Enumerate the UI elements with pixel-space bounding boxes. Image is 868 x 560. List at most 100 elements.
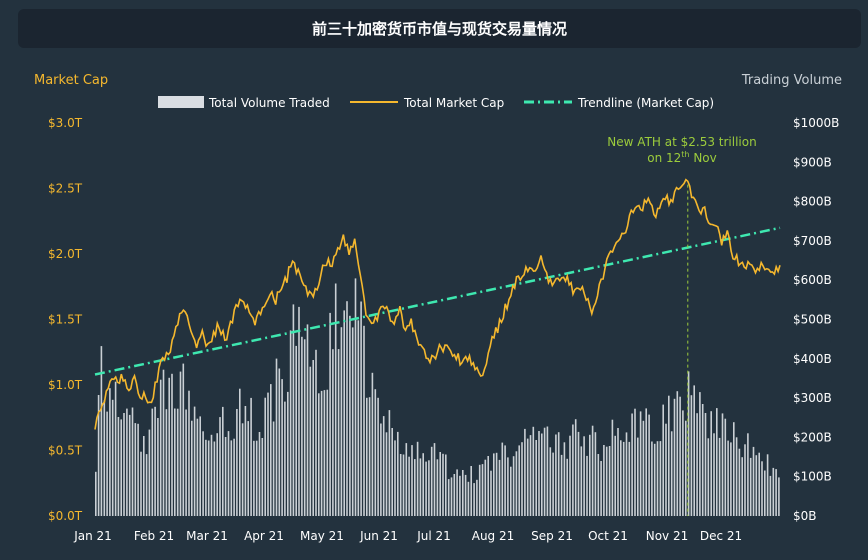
volume-bar bbox=[219, 417, 221, 516]
right-tick-label: $0B bbox=[793, 509, 817, 523]
volume-bar bbox=[637, 437, 639, 516]
volume-bar bbox=[264, 397, 266, 516]
volume-bar bbox=[165, 409, 168, 516]
x-tick-label: May 21 bbox=[300, 529, 344, 543]
volume-bar bbox=[205, 439, 207, 516]
volume-bar bbox=[278, 368, 281, 516]
volume-bar bbox=[207, 440, 210, 516]
right-tick-label: $900B bbox=[793, 155, 832, 169]
volume-bar bbox=[608, 446, 611, 516]
x-tick-label: Oct 21 bbox=[588, 529, 628, 543]
volume-bar bbox=[459, 475, 461, 516]
axes-layer: $0.0T $0.5T $1.0T $1.5T $2.0T $2.5T $3.0T $0B $1… bbox=[48, 116, 839, 543]
volume-bar bbox=[473, 483, 475, 516]
volume-bar bbox=[532, 426, 535, 516]
volume-bar bbox=[315, 349, 317, 516]
volume-bar bbox=[704, 413, 707, 516]
volume-bar bbox=[185, 409, 187, 516]
right-tick-label: $700B bbox=[793, 234, 832, 248]
volume-bar bbox=[244, 406, 247, 516]
volume-bar bbox=[538, 431, 540, 516]
volume-bar bbox=[332, 349, 334, 516]
volume-bar bbox=[642, 420, 645, 516]
volume-bar bbox=[343, 310, 345, 516]
volume-bar bbox=[281, 379, 283, 516]
volume-bar bbox=[134, 423, 137, 516]
volume-bar bbox=[253, 440, 255, 516]
volume-bar bbox=[462, 470, 464, 516]
volume-bar bbox=[306, 324, 309, 516]
volume-bar bbox=[193, 406, 196, 516]
ath-annotation-line1: New ATH at $2.53 trillion bbox=[607, 135, 756, 149]
volume-bar bbox=[735, 437, 738, 516]
volume-bar bbox=[515, 451, 518, 516]
volume-bar bbox=[478, 464, 481, 516]
volume-bar bbox=[233, 438, 235, 516]
volume-bar bbox=[628, 441, 631, 516]
volume-bar bbox=[453, 474, 456, 516]
volume-bar bbox=[758, 452, 760, 516]
volume-bar bbox=[230, 440, 233, 516]
legend-volume-label: Total Volume Traded bbox=[208, 96, 330, 110]
volume-bar bbox=[145, 454, 148, 516]
volume-bar bbox=[662, 404, 664, 516]
volume-bar bbox=[620, 440, 622, 516]
volume-bar bbox=[191, 420, 193, 516]
left-tick-label: $2.5T bbox=[48, 182, 83, 196]
volume-bar bbox=[552, 452, 554, 516]
volume-bar bbox=[518, 445, 520, 516]
volume-bar bbox=[665, 423, 667, 516]
volume-bar bbox=[430, 446, 433, 516]
volume-bar bbox=[210, 434, 213, 516]
volume-bar bbox=[580, 446, 583, 516]
x-tick-label: Aug 21 bbox=[472, 529, 515, 543]
volume-bar bbox=[140, 451, 142, 516]
volume-bar bbox=[594, 432, 597, 516]
x-tick-label: Nov 21 bbox=[646, 529, 689, 543]
volume-bar bbox=[411, 445, 413, 516]
volume-bar bbox=[143, 436, 145, 516]
volume-bar bbox=[162, 369, 165, 516]
volume-bar bbox=[470, 466, 472, 516]
volume-bar bbox=[106, 411, 108, 516]
volume-bar bbox=[586, 455, 588, 516]
volume-bar bbox=[216, 433, 218, 516]
volume-bar bbox=[577, 431, 580, 516]
volume-bar bbox=[236, 409, 238, 516]
volume-bar bbox=[625, 432, 628, 516]
volume-bar bbox=[351, 327, 354, 516]
volume-bar bbox=[622, 441, 625, 516]
volume-bar bbox=[634, 408, 636, 516]
volume-bar bbox=[744, 444, 746, 516]
volume-bar bbox=[354, 278, 357, 516]
volume-bar bbox=[730, 442, 732, 516]
volume-bar bbox=[761, 461, 763, 516]
volume-bar bbox=[549, 447, 552, 516]
volume-bar bbox=[752, 446, 755, 516]
left-tick-label: $3.0T bbox=[48, 116, 83, 130]
volume-bar bbox=[510, 466, 512, 516]
volume-bar bbox=[182, 363, 185, 516]
volume-bar bbox=[320, 390, 323, 516]
x-tick-label: Sep 21 bbox=[531, 529, 573, 543]
volume-bar bbox=[766, 454, 769, 516]
volume-bar bbox=[467, 481, 470, 516]
volume-bar bbox=[267, 392, 269, 516]
volume-bar bbox=[295, 345, 297, 516]
volume-bar bbox=[425, 461, 427, 516]
volume-bar bbox=[261, 438, 264, 516]
volume-bar bbox=[464, 474, 467, 516]
right-tick-label: $300B bbox=[793, 391, 832, 405]
volume-bar bbox=[526, 438, 529, 516]
volume-bar bbox=[487, 456, 489, 516]
volume-bar bbox=[555, 434, 557, 516]
left-tick-label: $0.5T bbox=[48, 444, 83, 458]
volume-bar bbox=[769, 475, 772, 516]
volume-bar bbox=[340, 327, 343, 516]
right-tick-label: $400B bbox=[793, 352, 832, 366]
x-tick-label: Jul 21 bbox=[416, 529, 451, 543]
x-tick-label: Jan 21 bbox=[73, 529, 112, 543]
volume-bar bbox=[639, 411, 642, 516]
volume-bar bbox=[541, 433, 543, 516]
